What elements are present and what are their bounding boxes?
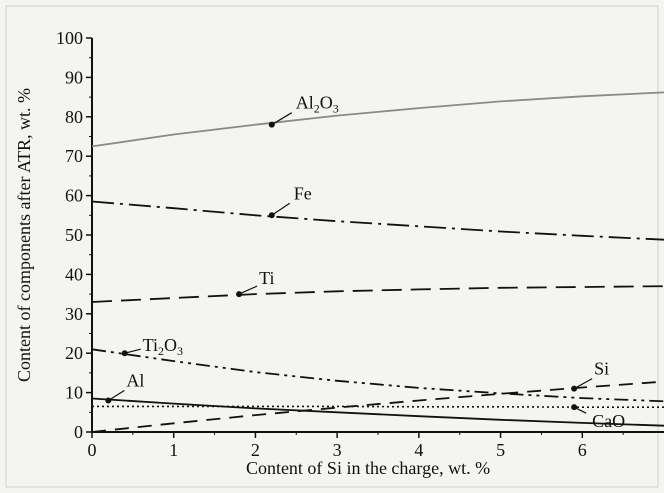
x-tick-label: 4 bbox=[414, 440, 423, 460]
series-label-ti: Ti bbox=[259, 268, 274, 288]
series-label-al2o3: Al2O3 bbox=[296, 93, 339, 116]
y-tick-label: 30 bbox=[65, 304, 83, 324]
marker-al bbox=[105, 397, 112, 404]
series-line-al bbox=[91, 397, 664, 427]
marker-fe bbox=[268, 212, 275, 219]
y-tick-label: 40 bbox=[65, 264, 83, 284]
series-layer bbox=[91, 91, 664, 433]
y-axis-title: Content of components after ATR, wt. % bbox=[14, 88, 34, 382]
marker-cao bbox=[571, 404, 578, 411]
series-label-part: Al bbox=[126, 370, 144, 390]
leader-line-si bbox=[573, 378, 593, 390]
leader-line-al bbox=[108, 389, 125, 401]
series-line-al2o3 bbox=[91, 91, 664, 148]
x-tick-label: 3 bbox=[333, 440, 342, 460]
leader-line-ti bbox=[238, 285, 258, 295]
series-label-part: 3 bbox=[177, 344, 183, 358]
x-tick-label: 6 bbox=[578, 440, 587, 460]
series-label-si: Si bbox=[594, 359, 609, 379]
marker-ti bbox=[236, 291, 243, 298]
series-line-cao bbox=[92, 405, 664, 408]
series-label-part: Al bbox=[296, 93, 314, 113]
x-axis-title: Content of Si in the charge, wt. % bbox=[246, 458, 490, 478]
series-label-part: O bbox=[320, 93, 333, 113]
series-label-part: CaO bbox=[592, 411, 625, 431]
series-label-cao: CaO bbox=[592, 411, 625, 431]
series-label-part: 2 bbox=[314, 102, 320, 116]
y-tick-label: 50 bbox=[65, 225, 83, 245]
series-line-ti bbox=[91, 285, 664, 303]
series-label-fe: Fe bbox=[294, 183, 312, 203]
y-tick-label: 100 bbox=[56, 28, 83, 48]
y-tick-label: 10 bbox=[65, 383, 83, 403]
x-tick-label: 2 bbox=[251, 440, 260, 460]
x-tick-label: 5 bbox=[496, 440, 505, 460]
series-line-si bbox=[91, 380, 664, 433]
series-label-al: Al bbox=[126, 370, 144, 390]
leader-line-al2o3 bbox=[271, 112, 293, 126]
y-tick-label: 20 bbox=[65, 343, 83, 363]
series-label-part: Fe bbox=[294, 183, 312, 203]
series-label-part: 2 bbox=[158, 344, 164, 358]
leader-line-fe bbox=[271, 202, 291, 216]
series-label-ti2o3: Ti2O3 bbox=[143, 335, 183, 358]
figure-frame bbox=[5, 5, 659, 488]
x-tick-label: 1 bbox=[169, 440, 178, 460]
series-label-part: O bbox=[164, 335, 177, 355]
y-tick-label: 70 bbox=[65, 146, 83, 166]
y-tick-label: 60 bbox=[65, 186, 83, 206]
y-tick-label: 90 bbox=[65, 67, 83, 87]
marker-al2o3 bbox=[268, 121, 275, 128]
marker-ti2o3 bbox=[121, 350, 128, 357]
series-line-ti2o3 bbox=[91, 348, 664, 403]
series-line-fe bbox=[91, 200, 664, 241]
series-label-part: Ti bbox=[259, 268, 274, 288]
y-tick-label: 80 bbox=[65, 107, 83, 127]
marker-si bbox=[571, 385, 578, 392]
x-tick-label: 0 bbox=[88, 440, 97, 460]
series-label-part: 3 bbox=[333, 102, 339, 116]
series-label-part: Ti bbox=[143, 335, 158, 355]
y-tick-label: 0 bbox=[74, 422, 83, 442]
series-label-part: Si bbox=[594, 359, 609, 379]
